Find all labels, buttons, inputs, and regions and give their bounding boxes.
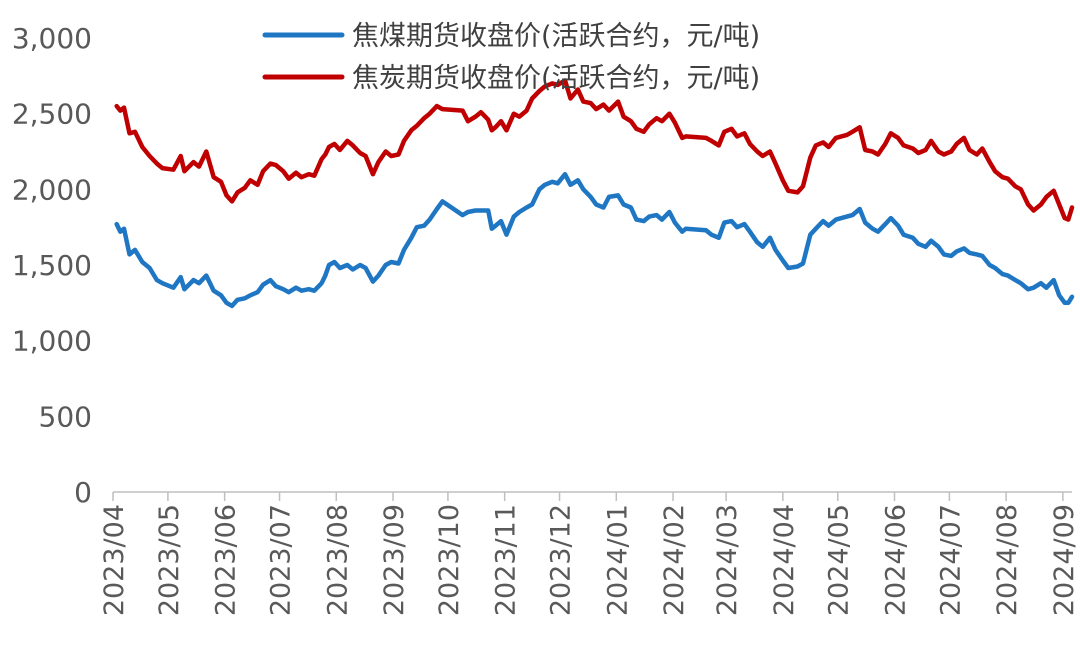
x-tick-label: 2023/05 — [154, 504, 185, 616]
y-tick-label: 1,500 — [12, 249, 92, 282]
x-tick-label: 2023/09 — [379, 504, 410, 616]
x-tick-label: 2024/09 — [1049, 504, 1080, 616]
x-tick-label: 2024/02 — [659, 504, 690, 616]
series-line-coking-coal — [114, 171, 1075, 309]
y-axis: 0 500 1,000 1,500 2,000 2,500 3,000 — [12, 22, 92, 509]
x-tick-label: 2024/08 — [992, 504, 1023, 616]
y-tick-label: 0 — [74, 476, 92, 509]
y-tick-label: 1,000 — [12, 325, 92, 358]
x-tick-label: 2024/01 — [602, 504, 633, 616]
x-tick-label: 2023/04 — [99, 504, 130, 616]
series-layer — [114, 78, 1075, 309]
x-tick-label: 2023/08 — [322, 504, 353, 616]
legend: 焦煤期货收盘价(活跃合约，元/吨) 焦炭期货收盘价(活跃合约，元/吨) — [262, 21, 760, 94]
x-tick-label: 2024/03 — [712, 504, 743, 616]
series-line-coke — [114, 78, 1075, 222]
x-tick-label: 2023/10 — [434, 504, 465, 616]
y-tick-label: 500 — [39, 400, 92, 433]
x-tick-label: 2024/07 — [935, 504, 966, 616]
legend-label-coking-coal: 焦煤期货收盘价(活跃合约，元/吨) — [352, 21, 760, 52]
x-tick-label: 2024/04 — [769, 504, 800, 616]
x-tick-label: 2024/05 — [824, 504, 855, 616]
legend-label-coke: 焦炭期货收盘价(活跃合约，元/吨) — [352, 63, 760, 94]
x-tick-label: 2023/12 — [546, 504, 577, 616]
y-tick-label: 2,500 — [12, 98, 92, 131]
x-tick-label: 2023/06 — [211, 504, 242, 616]
y-tick-label: 2,000 — [12, 173, 92, 206]
y-tick-label: 3,000 — [12, 22, 92, 55]
x-tick-label: 2024/06 — [880, 504, 911, 616]
x-axis: 2023/04 2023/05 2023/06 2023/07 2023/08 2023/… — [99, 491, 1080, 616]
x-tick-label: 2023/11 — [491, 504, 522, 616]
x-tick-label: 2023/07 — [266, 504, 297, 616]
